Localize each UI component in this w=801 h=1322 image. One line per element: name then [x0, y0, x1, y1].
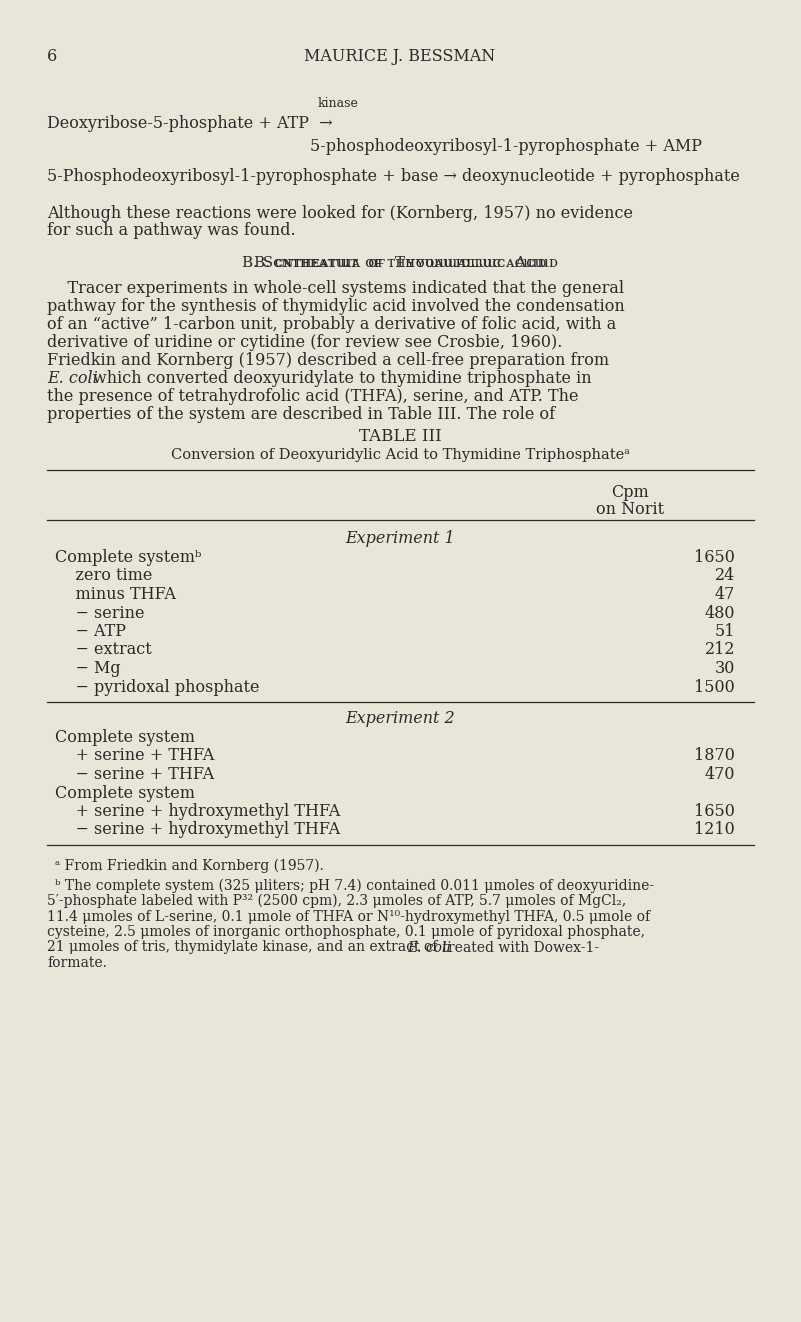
- Text: of an “active” 1-carbon unit, probably a derivative of folic acid, with a: of an “active” 1-carbon unit, probably a…: [47, 316, 616, 333]
- Text: 470: 470: [705, 765, 735, 783]
- Text: properties of the system are described in Table III. The role of: properties of the system are described i…: [47, 406, 555, 423]
- Text: 47: 47: [714, 586, 735, 603]
- Text: 51: 51: [714, 623, 735, 640]
- Text: − serine + THFA: − serine + THFA: [55, 765, 214, 783]
- Text: 5-Phosphodeoxyribosyl-1-pyrophosphate + base → deoxynucleotide + pyrophosphate: 5-Phosphodeoxyribosyl-1-pyrophosphate + …: [47, 168, 740, 185]
- Text: 5-phosphodeoxyribosyl-1-pyrophosphate + AMP: 5-phosphodeoxyribosyl-1-pyrophosphate + …: [310, 137, 702, 155]
- Text: cysteine, 2.5 μmoles of inorganic orthophosphate, 0.1 μmole of pyridoxal phospha: cysteine, 2.5 μmoles of inorganic orthop…: [47, 925, 645, 939]
- Text: Tracer experiments in whole-cell systems indicated that the general: Tracer experiments in whole-cell systems…: [47, 280, 624, 297]
- Text: Although these reactions were looked for (Kornberg, 1957) no evidence: Although these reactions were looked for…: [47, 205, 633, 222]
- Text: 5′-phosphate labeled with P³² (2500 cpm), 2.3 μmoles of ATP, 5.7 μmoles of MgCl₂: 5′-phosphate labeled with P³² (2500 cpm)…: [47, 894, 626, 908]
- Text: zero time: zero time: [55, 567, 152, 584]
- Text: − ATP: − ATP: [55, 623, 126, 640]
- Text: 1870: 1870: [694, 747, 735, 764]
- Text: − serine + hydroxymethyl THFA: − serine + hydroxymethyl THFA: [55, 821, 340, 838]
- Text: Conversion of Deoxyuridylic Acid to Thymidine Triphosphateᵃ: Conversion of Deoxyuridylic Acid to Thym…: [171, 448, 630, 461]
- Text: Deoxyribose-5-phosphate + ATP  →: Deoxyribose-5-phosphate + ATP →: [47, 115, 332, 132]
- Text: Complete system: Complete system: [55, 728, 195, 746]
- Text: 24: 24: [714, 567, 735, 584]
- Text: B. Sᴄɴᴛʜᴇᴀᴛɯᴛ  ᴏғ  Tʜʏᴏᴀɯᴀʟʟɯᴄ  Aᴄɯᴅ: B. Sᴄɴᴛʜᴇᴀᴛɯᴛ ᴏғ Tʜʏᴏᴀɯᴀʟʟɯᴄ Aᴄɯᴅ: [242, 256, 558, 270]
- Text: Friedkin and Kornberg (1957) described a cell-free preparation from: Friedkin and Kornberg (1957) described a…: [47, 352, 609, 369]
- Text: + serine + hydroxymethyl THFA: + serine + hydroxymethyl THFA: [55, 802, 340, 820]
- Text: on Norit: on Norit: [596, 501, 664, 518]
- Text: E. coli: E. coli: [47, 370, 98, 387]
- Text: + serine + THFA: + serine + THFA: [55, 747, 214, 764]
- Text: 1210: 1210: [694, 821, 735, 838]
- Text: E. coli: E. coli: [407, 940, 451, 954]
- Text: Complete systemᵇ: Complete systemᵇ: [55, 549, 201, 566]
- Text: 212: 212: [705, 641, 735, 658]
- Text: the presence of tetrahydrofolic acid (THFA), serine, and ATP. The: the presence of tetrahydrofolic acid (TH…: [47, 387, 578, 405]
- Text: Complete system: Complete system: [55, 784, 195, 801]
- Text: − Mg: − Mg: [55, 660, 121, 677]
- Text: − serine: − serine: [55, 604, 144, 621]
- Text: TABLE III: TABLE III: [359, 428, 441, 446]
- Text: Experiment 1: Experiment 1: [345, 530, 455, 547]
- Text: formate.: formate.: [47, 956, 107, 970]
- Text: for such a pathway was found.: for such a pathway was found.: [47, 222, 296, 239]
- Text: derivative of uridine or cytidine (for review see Crosbie, 1960).: derivative of uridine or cytidine (for r…: [47, 334, 562, 352]
- Text: ᵃ From Friedkin and Kornberg (1957).: ᵃ From Friedkin and Kornberg (1957).: [55, 859, 324, 874]
- Text: MAURICE J. BESSMAN: MAURICE J. BESSMAN: [304, 48, 496, 65]
- Text: minus THFA: minus THFA: [55, 586, 176, 603]
- Text: treated with Dowex-1-: treated with Dowex-1-: [438, 940, 599, 954]
- Text: Cpm: Cpm: [611, 484, 649, 501]
- Text: 480: 480: [705, 604, 735, 621]
- Text: − pyridoxal phosphate: − pyridoxal phosphate: [55, 678, 260, 695]
- Text: Experiment 2: Experiment 2: [345, 710, 455, 727]
- Text: 11.4 μmoles of L-serine, 0.1 μmole of THFA or N¹⁰-hydroxymethyl THFA, 0.5 μmole : 11.4 μmoles of L-serine, 0.1 μmole of TH…: [47, 910, 650, 924]
- Text: kinase: kinase: [317, 97, 358, 110]
- Text: ᵇ The complete system (325 μliters; pH 7.4) contained 0.011 μmoles of deoxyuridi: ᵇ The complete system (325 μliters; pH 7…: [55, 879, 654, 892]
- Text: 30: 30: [714, 660, 735, 677]
- Text: B. ᴄɴᴛʜᴇᴀᴛɯᴀ ᴏғ ᴛʜʏᴏɯɯᴊᴅʟɯᴄ ᴀᴄɯᴅ: B. ᴄɴᴛʜᴇᴀᴛɯᴀ ᴏғ ᴛʜʏᴏɯɯᴊᴅʟɯᴄ ᴀᴄɯᴅ: [254, 256, 546, 270]
- Text: which converted deoxyuridylate to thymidine triphosphate in: which converted deoxyuridylate to thymid…: [93, 370, 592, 387]
- Text: pathway for the synthesis of thymidylic acid involved the condensation: pathway for the synthesis of thymidylic …: [47, 297, 625, 315]
- Text: 1500: 1500: [694, 678, 735, 695]
- Text: 6: 6: [47, 48, 57, 65]
- Text: 21 μmoles of tris, thymidylate kinase, and an extract of: 21 μmoles of tris, thymidylate kinase, a…: [47, 940, 441, 954]
- Text: 1650: 1650: [694, 802, 735, 820]
- Text: − extract: − extract: [55, 641, 151, 658]
- Text: 1650: 1650: [694, 549, 735, 566]
